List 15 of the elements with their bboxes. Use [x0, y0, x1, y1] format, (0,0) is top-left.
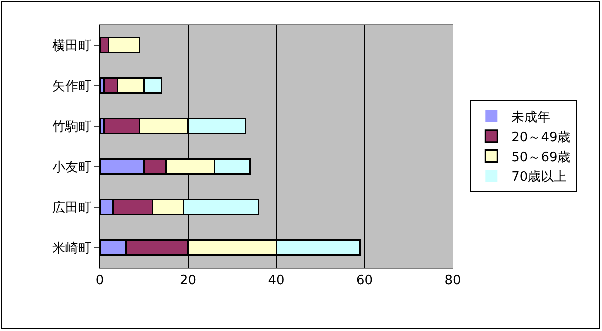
x-tick-label: 20 [180, 274, 197, 289]
y-tick-label: 横田町 [52, 38, 92, 54]
y-tick-label: 矢作町 [52, 79, 92, 94]
x-tick-label: 0 [96, 274, 104, 289]
x-tick-label: 40 [268, 274, 285, 289]
legend-label: 20～49歳 [512, 130, 571, 146]
legend-label: 50～69歳 [512, 150, 571, 166]
y-tick-label: 広田町 [52, 200, 92, 216]
x-tick-label: 60 [356, 274, 374, 289]
y-tick-label: 竹駒町 [52, 120, 92, 135]
y-tick-label: 米崎町 [52, 241, 92, 256]
y-tick-label: 小友町 [52, 160, 92, 176]
x-tick-label: 80 [444, 274, 462, 289]
legend-label: 未成年 [512, 110, 551, 126]
legend-label: 70歳以上 [512, 170, 568, 186]
